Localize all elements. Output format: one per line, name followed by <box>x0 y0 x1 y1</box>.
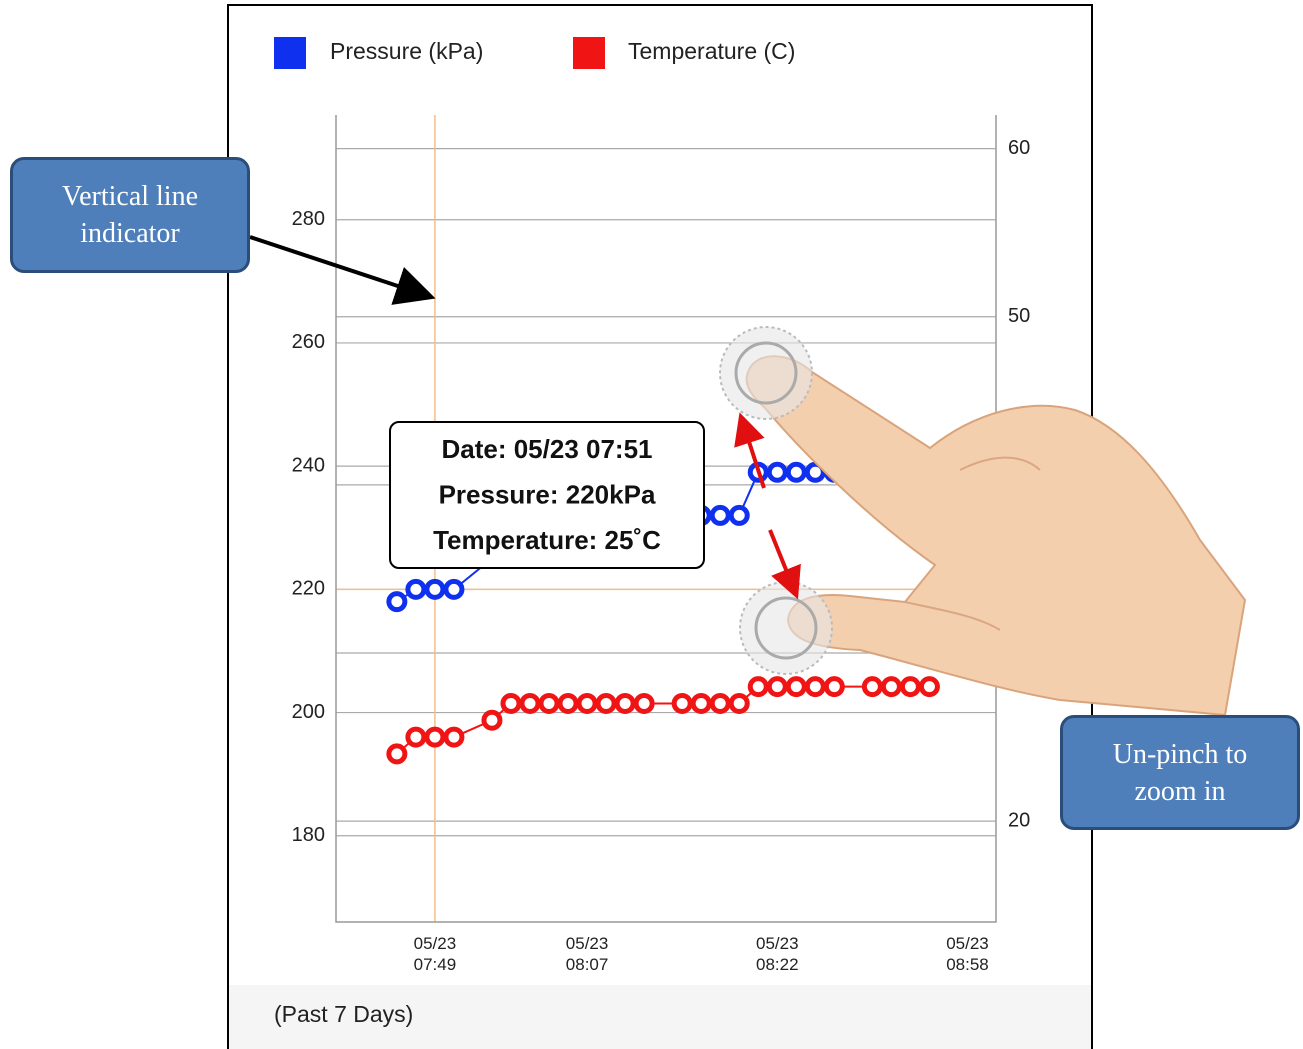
data-point <box>408 581 424 597</box>
x-tick-label: 05/23 08:58 <box>922 933 1012 975</box>
data-point <box>807 679 823 695</box>
data-point <box>769 464 785 480</box>
data-point <box>712 695 728 711</box>
data-point <box>902 679 918 695</box>
data-point <box>921 679 937 695</box>
data-point <box>731 507 747 523</box>
y2-tick-label: 60 <box>1008 137 1030 159</box>
touch-point <box>740 582 832 674</box>
touch-point <box>720 327 812 419</box>
legend-swatch <box>274 37 306 69</box>
data-point <box>560 695 576 711</box>
data-point <box>731 695 747 711</box>
data-point <box>522 695 538 711</box>
data-point <box>826 679 842 695</box>
footer-text: (Past 7 Days) <box>274 1001 413 1027</box>
x-tick-label: 05/23 08:07 <box>542 933 632 975</box>
data-point <box>579 695 595 711</box>
data-point <box>541 695 557 711</box>
data-point <box>408 729 424 745</box>
y-tick-label: 180 <box>292 824 325 846</box>
tooltip: Date: 05/23 07:51 Pressure: 220kPa Tempera… <box>390 422 704 568</box>
data-point <box>864 679 880 695</box>
data-point <box>617 695 633 711</box>
data-point <box>427 729 443 745</box>
legend-label: Temperature (C) <box>628 38 795 64</box>
data-point <box>446 581 462 597</box>
legend-label: Pressure (kPa) <box>330 38 483 64</box>
data-point <box>769 679 785 695</box>
data-point <box>389 746 405 762</box>
data-point <box>788 464 804 480</box>
y-tick-label: 220 <box>292 578 325 600</box>
data-point <box>389 594 405 610</box>
callout: Un-pinch to zoom in <box>1060 715 1300 830</box>
y-tick-label: 260 <box>292 331 325 353</box>
tooltip-line: Pressure: 220kPa <box>439 479 656 509</box>
data-point <box>503 695 519 711</box>
data-point <box>693 695 709 711</box>
data-point <box>446 729 462 745</box>
y2-tick-label: 50 <box>1008 305 1030 327</box>
y2-tick-label: 20 <box>1008 809 1030 831</box>
y-tick-label: 200 <box>292 701 325 723</box>
data-point <box>427 581 443 597</box>
callout: Vertical line indicator <box>10 157 250 273</box>
legend-swatch <box>573 37 605 69</box>
tooltip-line: Temperature: 25˚C <box>433 525 661 555</box>
data-point <box>712 507 728 523</box>
data-point <box>883 679 899 695</box>
x-tick-label: 05/23 08:22 <box>732 933 822 975</box>
y-tick-label: 240 <box>292 454 325 476</box>
screenshot: Pressure (kPa) Temperature (C) (Past 7 D… <box>0 0 1303 1049</box>
data-point <box>750 679 766 695</box>
tooltip-line: Date: 05/23 07:51 <box>441 434 652 464</box>
data-point <box>674 695 690 711</box>
data-point <box>788 679 804 695</box>
y-tick-label: 280 <box>292 208 325 230</box>
data-point <box>598 695 614 711</box>
data-point <box>484 712 500 728</box>
data-point <box>636 695 652 711</box>
x-tick-label: 05/23 07:49 <box>390 933 480 975</box>
